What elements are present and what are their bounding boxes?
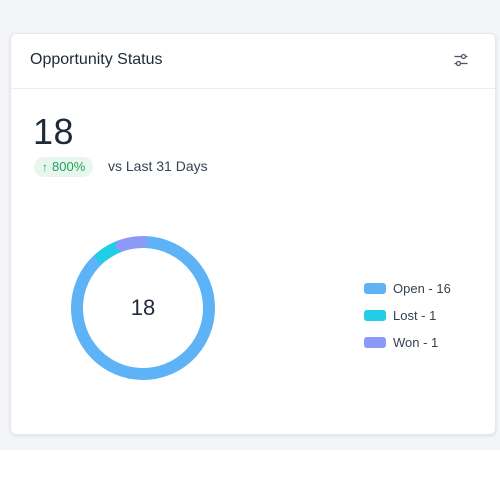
compare-period-label: vs Last 31 Days [108, 158, 208, 174]
legend-swatch [364, 310, 386, 321]
donut-chart [71, 236, 215, 380]
card-header: Opportunity Status [11, 34, 495, 89]
opportunity-status-card: Opportunity Status 18 ↑ 800% vs Last 31 … [10, 33, 496, 435]
change-badge: ↑ 800% [34, 157, 94, 177]
filter-sliders-icon[interactable] [453, 52, 469, 68]
total-opportunities: 18 [33, 111, 75, 152]
page-background-band [0, 450, 500, 500]
donut-slice-won[interactable] [115, 236, 148, 252]
legend-item-1[interactable]: Lost - 1 [364, 302, 451, 329]
legend-label: Open - 16 [393, 281, 451, 296]
chart-legend: Open - 16 Lost - 1 Won - 1 [364, 275, 451, 356]
donut-slice-open[interactable] [71, 236, 215, 380]
legend-item-0[interactable]: Open - 16 [364, 275, 451, 302]
card-title: Opportunity Status [30, 51, 163, 68]
donut-center-label: 18 [130, 295, 156, 320]
legend-swatch [364, 283, 386, 294]
legend-swatch [364, 337, 386, 348]
legend-label: Lost - 1 [393, 308, 437, 323]
arrow-up-icon: ↑ [42, 160, 48, 174]
legend-label: Won - 1 [393, 335, 439, 350]
change-percent: 800% [52, 159, 86, 174]
legend-item-2[interactable]: Won - 1 [364, 329, 451, 356]
